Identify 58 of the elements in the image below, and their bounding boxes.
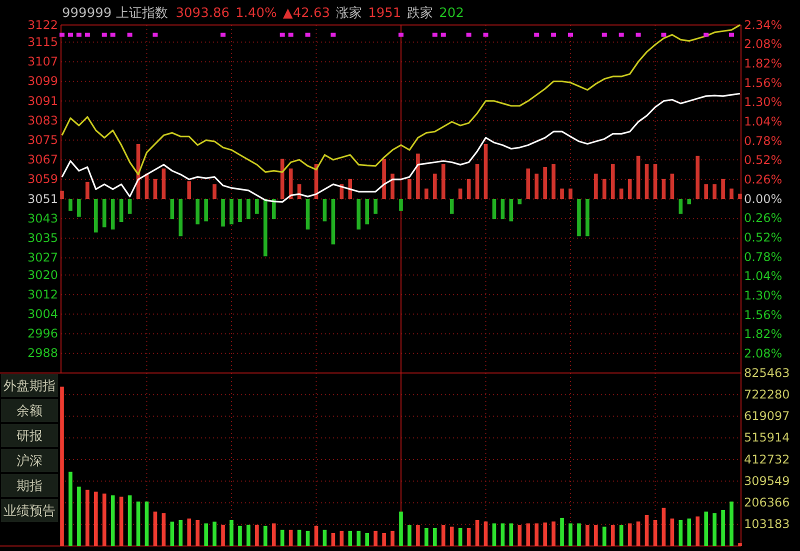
y2-tick-label: 0.52% [744, 230, 782, 245]
y-tick-label: 825463 [744, 366, 790, 380]
y2-tick-label: 0.78% [744, 250, 782, 264]
text: 余额 [16, 404, 42, 419]
y-tick-label: 3020 [27, 268, 58, 282]
y-tick-label: 3107 [27, 54, 58, 69]
text: 1.40% [236, 6, 277, 21]
y-tick-label: 3067 [27, 152, 58, 167]
y2-tick-label: 0.78% [744, 134, 782, 148]
y-tick-label: 3122 [27, 18, 58, 32]
y-tick-label: 3043 [27, 211, 58, 226]
text: 业绩预告 [4, 504, 56, 519]
y2-tick-label: 1.04% [744, 114, 782, 129]
text: 沪深 [16, 453, 42, 469]
y-tick-label: 206366 [744, 496, 790, 510]
text: 1951 [368, 6, 402, 21]
y-tick-label: 3099 [27, 74, 58, 88]
y2-tick-label: 1.30% [744, 95, 782, 110]
text: 研报 [16, 429, 42, 444]
y2-tick-label: 2.08% [744, 37, 782, 52]
text: 跌家 [407, 5, 434, 21]
y-tick-label: 3115 [27, 34, 58, 49]
y2-tick-label: 1.04% [744, 269, 782, 284]
y2-tick-label: 0.26% [744, 172, 782, 187]
chart-title: 999999 上证指数 [62, 6, 168, 21]
y-tick-label: 619097 [744, 409, 790, 424]
y-tick-label: 3091 [27, 94, 58, 108]
y2-tick-label: 2.08% [744, 346, 782, 361]
y2-tick-label: 0.52% [744, 153, 782, 168]
y-tick-label: 3051 [27, 192, 58, 206]
y2-tick-label: 0.00% [744, 192, 782, 206]
y2-tick-label: 1.82% [744, 327, 782, 342]
text: 涨家 [336, 5, 362, 21]
y-tick-label: 515914 [744, 430, 790, 445]
y-tick-label: 3035 [27, 231, 58, 246]
y-tick-label: 412732 [744, 452, 790, 466]
text: 外盘期指 [4, 379, 56, 394]
y-tick-label: 3075 [27, 133, 58, 148]
y-tick-label: 309549 [744, 474, 790, 488]
y-tick-label: 722280 [744, 387, 790, 402]
y-tick-label: 2996 [27, 326, 58, 341]
y-tick-label: 3004 [27, 307, 58, 322]
y2-tick-label: 1.82% [744, 56, 782, 71]
y-tick-label: 3059 [27, 172, 58, 186]
y-tick-label: 3027 [27, 250, 58, 265]
y-tick-label: 3012 [27, 287, 58, 302]
y-tick-label: 103183 [744, 517, 790, 532]
text: 期指 [16, 479, 42, 494]
y-tick-label: 2988 [27, 346, 58, 360]
y-tick-label: 3083 [27, 113, 58, 128]
y2-tick-label: 1.56% [744, 76, 782, 90]
y2-tick-label: 1.56% [744, 308, 782, 322]
text: 202 [439, 6, 464, 21]
text: ▲42.63 [282, 6, 330, 21]
y2-tick-label: 1.30% [744, 288, 782, 303]
y2-tick-label: 0.26% [744, 211, 782, 226]
text: 3093.86 [176, 6, 230, 21]
y2-tick-label: 2.34% [744, 18, 782, 32]
